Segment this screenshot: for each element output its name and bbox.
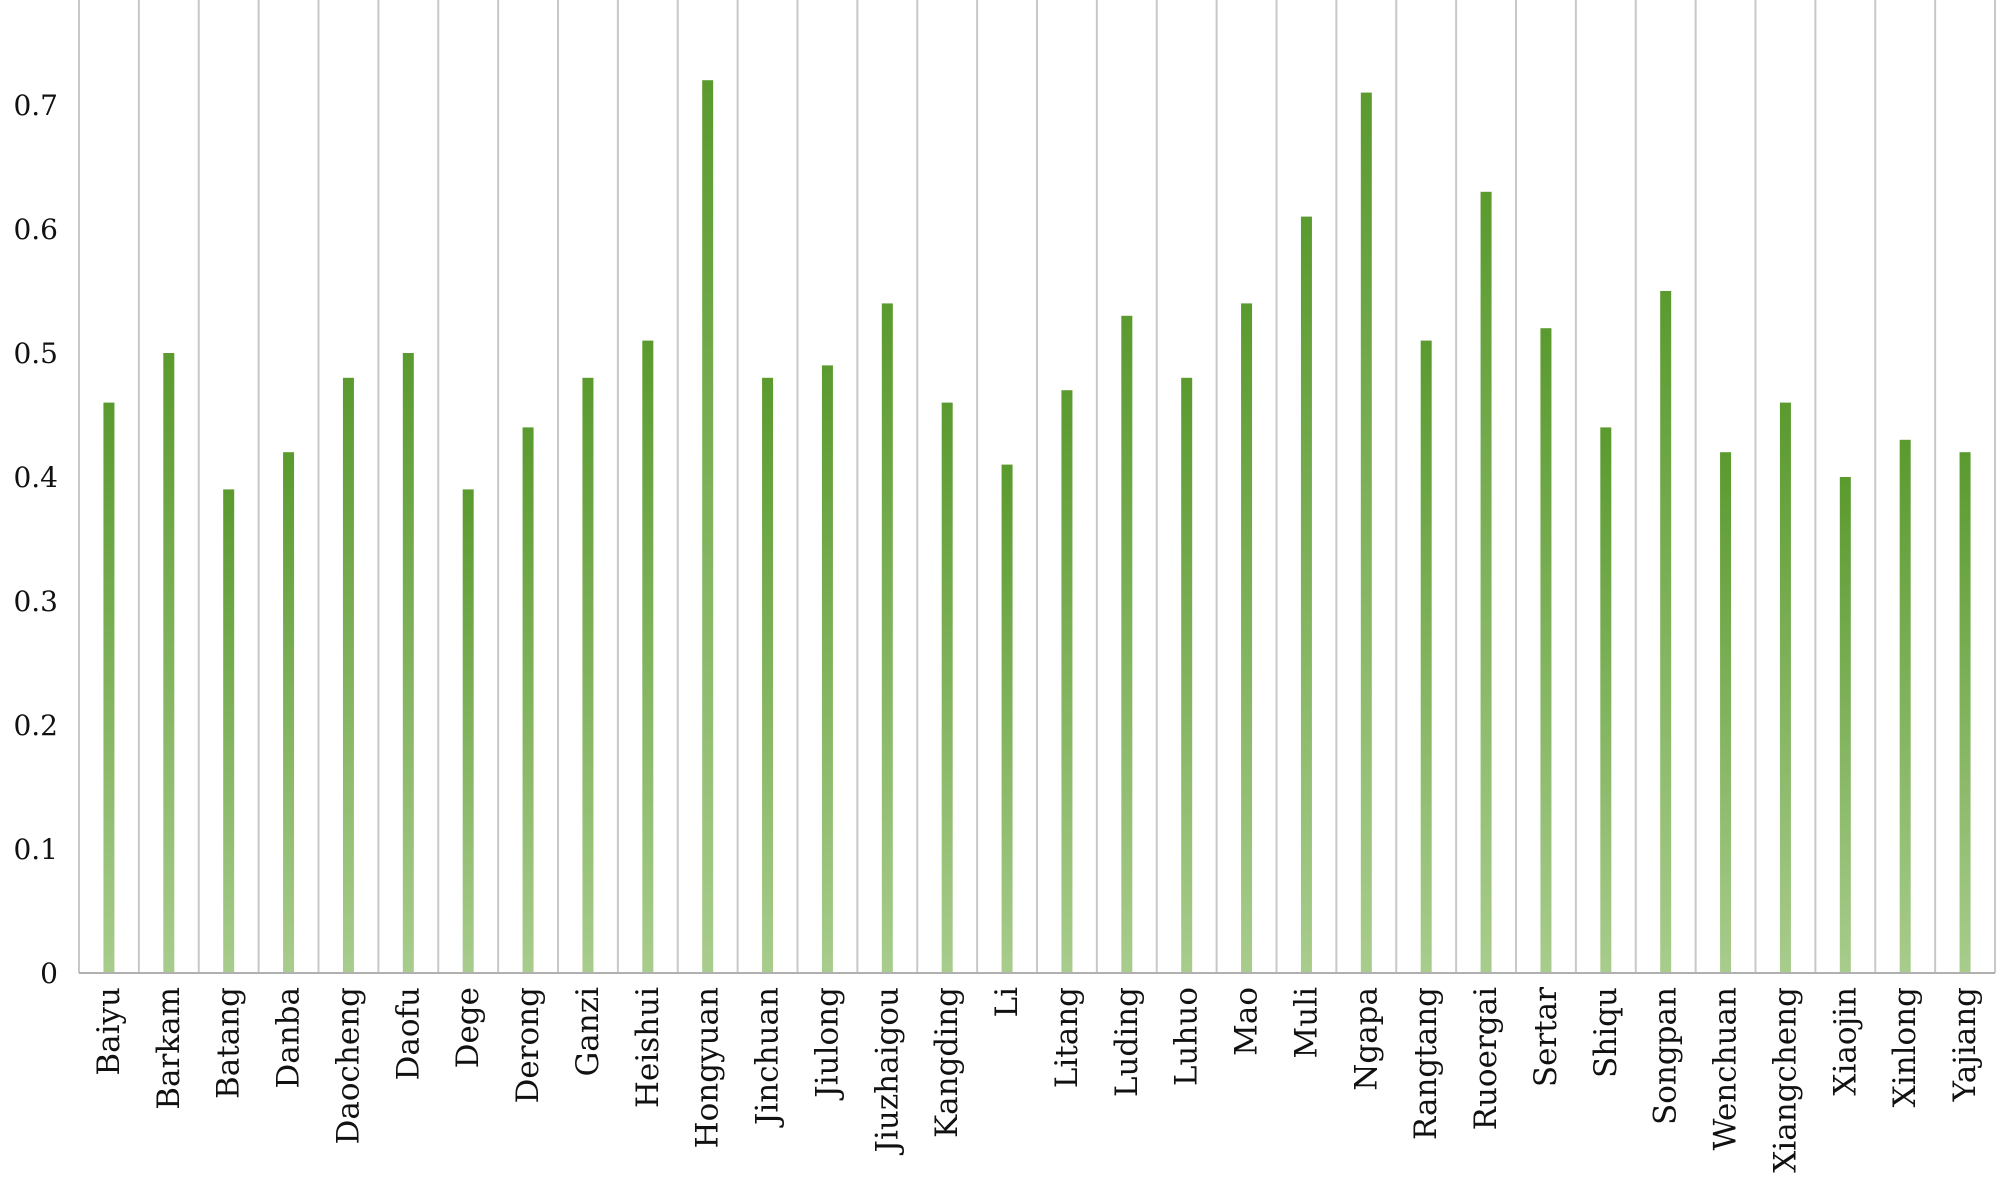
bar-baiyu — [103, 402, 115, 974]
x-tick-label: Jinchuan — [750, 987, 786, 1128]
bar-xiaojin — [1839, 477, 1851, 973]
x-tick-label: Kangding — [929, 987, 965, 1138]
bar-danba — [283, 452, 295, 973]
bar-rangtang — [1420, 340, 1432, 974]
x-tick-label: Dege — [450, 987, 486, 1068]
x-tick-label: Baiyu — [91, 987, 127, 1076]
bar-shiqu — [1600, 427, 1612, 973]
bar-heishui — [642, 340, 654, 974]
bar-yajiang — [1959, 452, 1971, 973]
bar-ganzi — [582, 377, 594, 973]
x-tick-label: Luding — [1109, 987, 1145, 1097]
bar-daofu — [402, 353, 414, 973]
y-tick-label: 0.6 — [13, 213, 58, 246]
bar-luding — [1121, 315, 1133, 973]
bar-muli — [1300, 216, 1312, 974]
bar-litang — [1061, 390, 1073, 973]
bar-dege — [462, 489, 474, 973]
bar-xiangcheng — [1779, 402, 1791, 974]
bar-li — [1001, 464, 1013, 973]
bar-barkam — [163, 353, 175, 973]
y-tick-label: 0.4 — [13, 461, 58, 494]
y-tick-label: 0.3 — [13, 585, 58, 618]
bar-derong — [522, 427, 534, 973]
bar-hongyuan — [702, 80, 714, 973]
x-tick-label: Ngapa — [1348, 987, 1384, 1091]
x-tick-label: Muli — [1288, 987, 1324, 1059]
y-tick-label: 0.5 — [13, 337, 58, 370]
x-tick-label: Xiaojin — [1827, 987, 1863, 1096]
x-tick-label: Sertar — [1528, 987, 1564, 1087]
bar-jiuzhaigou — [881, 303, 893, 973]
x-tick-label: Jiuzhaigou — [869, 987, 905, 1155]
x-tick-label: Daocheng — [330, 987, 366, 1144]
y-tick-label: 0.1 — [13, 833, 58, 866]
x-tick-label: Mao — [1229, 987, 1265, 1056]
bar-wenchuan — [1720, 452, 1732, 973]
x-tick-label: Luhuo — [1169, 987, 1205, 1086]
bar-mao — [1241, 303, 1253, 973]
x-tick-label: Batang — [211, 987, 247, 1099]
bar-jinchuan — [762, 377, 774, 973]
bar-batang — [223, 489, 235, 973]
x-tick-label: Yajiang — [1947, 987, 1983, 1102]
x-tick-label: Li — [989, 987, 1025, 1018]
bar-sertar — [1540, 328, 1552, 973]
x-tick-label: Xiangcheng — [1767, 987, 1803, 1173]
x-tick-label: Danba — [271, 987, 307, 1089]
bar-luhuo — [1181, 377, 1193, 973]
y-tick-label: 0 — [40, 957, 58, 990]
x-tick-label: Heishui — [630, 987, 666, 1108]
bar-songpan — [1660, 291, 1672, 973]
bar-jiulong — [821, 365, 833, 973]
x-tick-labels: Baiyu Barkam Batang Danba Daocheng Daofu Dege D… — [91, 987, 1983, 1173]
y-tick-label: 0.7 — [13, 89, 58, 122]
grid-lines — [78, 0, 1996, 973]
y-tick-label: 0.2 — [13, 709, 58, 742]
x-tick-label: Daofu — [390, 987, 426, 1080]
bar-xinlong — [1899, 439, 1911, 973]
x-tick-label: Jiulong — [809, 987, 845, 1101]
x-tick-label: Hongyuan — [690, 987, 726, 1148]
x-tick-label: Songpan — [1648, 987, 1684, 1125]
x-tick-label: Rangtang — [1408, 987, 1444, 1140]
x-tick-label: Derong — [510, 987, 546, 1104]
x-tick-label: Barkam — [151, 987, 187, 1110]
y-tick-labels: 0 0.1 0.2 0.3 0.4 0.5 0.6 0.7 — [13, 89, 58, 990]
bar-ruoergai — [1480, 191, 1492, 974]
x-tick-label: Xinlong — [1887, 987, 1923, 1107]
bar-kangding — [941, 402, 953, 974]
x-tick-label: Wenchuan — [1708, 987, 1744, 1150]
x-tick-label: Ganzi — [570, 987, 606, 1077]
x-tick-label: Litang — [1049, 987, 1085, 1088]
x-tick-label: Shiqu — [1588, 987, 1624, 1078]
bar-daocheng — [342, 377, 354, 973]
x-tick-label: Ruoergai — [1468, 987, 1504, 1130]
bar-ngapa — [1360, 92, 1372, 974]
bars — [103, 80, 1971, 974]
